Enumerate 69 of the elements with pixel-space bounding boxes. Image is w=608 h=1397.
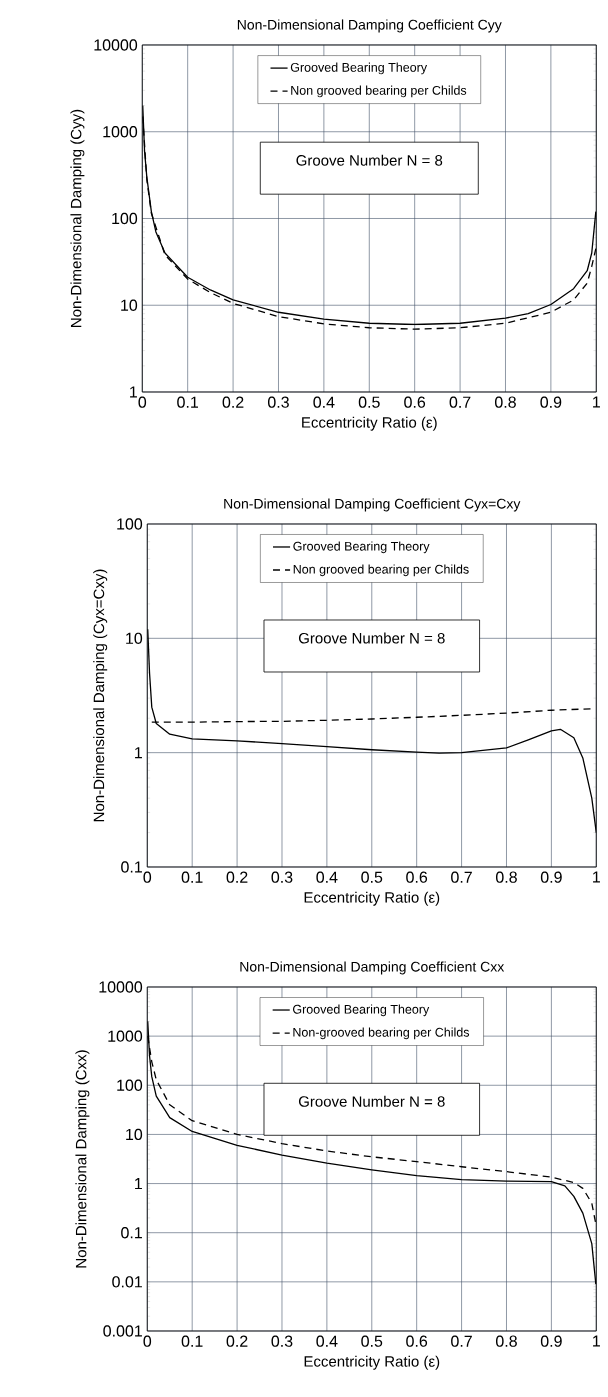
x-tick-label: 0.8: [495, 871, 517, 883]
x-tick-label: 0.8: [495, 1335, 517, 1347]
y-tick-label: 1: [134, 747, 142, 759]
y-tick-label: 100: [117, 518, 142, 530]
x-axis-title: Eccentricity Ratio (ε): [304, 891, 440, 906]
x-tick-label: 0.7: [450, 871, 472, 883]
x-axis-title: Eccentricity Ratio (ε): [304, 1355, 440, 1370]
x-tick-label: 0.5: [361, 871, 383, 883]
legend-label: Non grooved bearing per Childs: [291, 85, 467, 98]
x-tick-label: 0.2: [226, 871, 248, 883]
x-tick-label: 0: [138, 396, 146, 408]
y-tick-label: 100: [112, 212, 137, 225]
x-tick-label: 0.9: [540, 1335, 562, 1347]
x-tick-label: 0.5: [361, 1335, 383, 1347]
x-tick-label: 0.5: [358, 396, 380, 408]
x-tick-label: 0.3: [271, 871, 293, 883]
x-tick-label: 0.4: [313, 396, 335, 408]
x-tick-label: 1: [592, 1335, 600, 1347]
x-tick-label: 0: [143, 1335, 151, 1347]
x-tick-label: 0.4: [316, 1335, 338, 1347]
legend-label: Non-grooved bearing per Childs: [293, 1027, 469, 1040]
legend-label: Grooved Bearing Theory: [292, 1004, 430, 1017]
y-axis-title: Non-Dimensional Damping (Cyy): [70, 109, 85, 327]
x-tick-label: 0.4: [316, 871, 338, 883]
chart-title: Non-Dimensional Damping Coefficient Cxx: [240, 961, 504, 975]
legend-label: Grooved Bearing Theory: [293, 541, 430, 554]
x-tick-label: 0.2: [222, 396, 244, 408]
x-tick-label: 0.1: [177, 396, 198, 408]
x-tick-label: 1: [592, 396, 600, 408]
y-tick-label: 0.1: [120, 1227, 142, 1239]
line-series: [150, 708, 593, 723]
x-tick-label: 0.3: [267, 396, 289, 408]
x-tick-label: 0: [143, 871, 151, 883]
chart-title: Non-Dimensional Damping Coefficient Cyx=Cxy: [224, 498, 521, 512]
y-tick-label: 10: [121, 299, 137, 311]
y-tick-label: 1: [129, 386, 137, 398]
x-tick-label: 0.9: [540, 871, 562, 883]
annotation: Groove Number N = 8: [298, 1095, 445, 1107]
legend-label: Grooved Bearing Theory: [290, 62, 427, 75]
y-tick-label: 10: [126, 1128, 142, 1141]
x-tick-label: 0.6: [406, 1335, 427, 1347]
y-tick-label: 0.1: [121, 861, 142, 873]
chart-title: Non-Dimensional Damping Coefficient Cyy: [237, 19, 502, 33]
x-tick-label: 0.6: [404, 396, 425, 408]
y-tick-label: 1000: [103, 126, 137, 138]
y-tick-label: 10: [126, 632, 142, 644]
y-tick-label: 1000: [108, 1030, 142, 1042]
x-tick-label: 0.6: [406, 871, 427, 883]
x-tick-label: 1: [592, 871, 600, 883]
x-tick-label: 0.1: [181, 871, 203, 883]
y-tick-label: 100: [117, 1079, 142, 1091]
x-axis-title: Eccentricity Ratio (ε): [302, 416, 437, 431]
y-axis-title: Non-Dimensional Damping (Cyx=Cxy): [93, 569, 108, 822]
legend-label: Non grooved bearing per Childs: [293, 564, 469, 577]
y-tick-label: 1: [134, 1178, 142, 1190]
x-tick-label: 0.7: [450, 1335, 472, 1347]
x-tick-label: 0.8: [494, 396, 516, 408]
y-tick-label: 0.01: [112, 1276, 142, 1288]
x-tick-label: 0.1: [181, 1335, 203, 1347]
x-tick-label: 0.2: [226, 1335, 248, 1347]
annotation: Groove Number N = 8: [296, 154, 443, 166]
y-tick-label: 0.001: [103, 1325, 142, 1337]
x-tick-label: 0.3: [271, 1335, 293, 1347]
y-axis-title: Non-Dimensional Damping (Cxx): [75, 1050, 90, 1268]
x-tick-label: 0.9: [540, 396, 562, 408]
x-tick-label: 0.7: [449, 396, 471, 408]
annotation: Groove Number N = 8: [298, 632, 445, 644]
y-tick-label: 10000: [94, 39, 137, 51]
y-tick-label: 10000: [99, 981, 142, 993]
